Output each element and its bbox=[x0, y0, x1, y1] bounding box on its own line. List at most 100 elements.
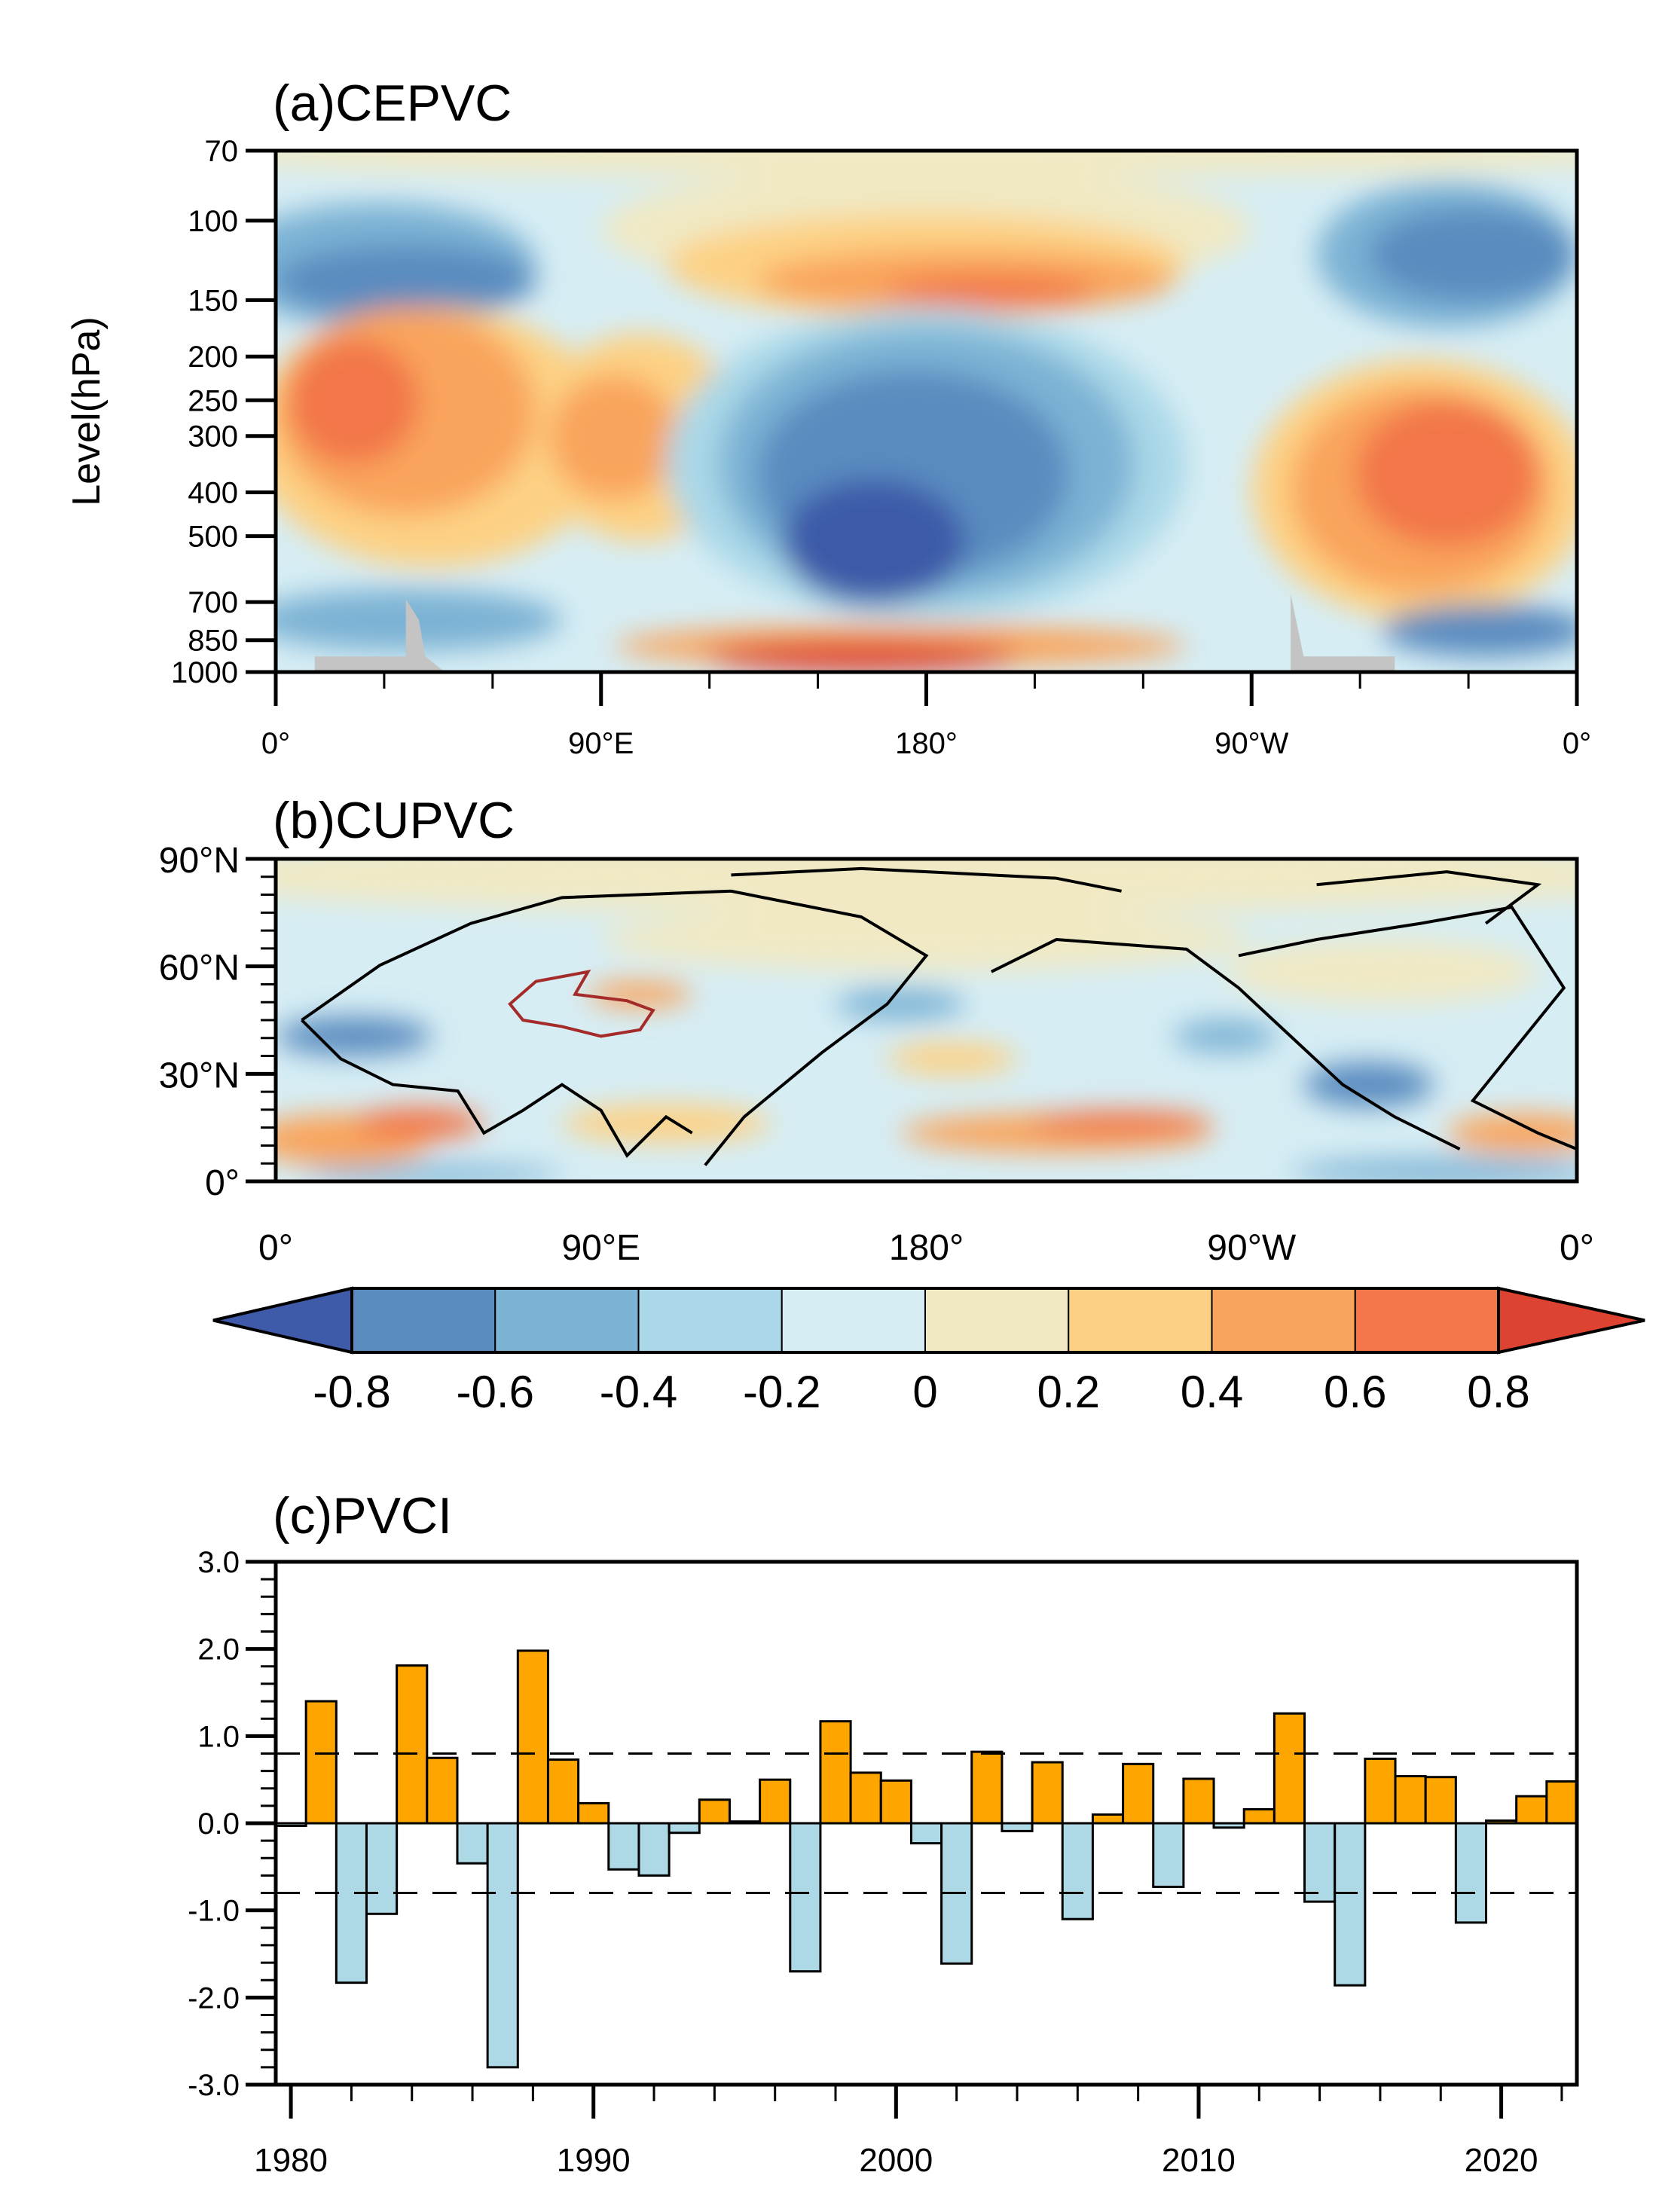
contour-region bbox=[835, 988, 966, 1020]
coastline bbox=[1316, 870, 1542, 925]
panel-b: (b)CUPVC 90°N 60°N 30°N 0° 0° 90°E 180° 90°W 0° bbox=[159, 792, 1594, 1268]
bar-2007 bbox=[1091, 1813, 1125, 1825]
y-tick-label: 250 bbox=[188, 384, 238, 417]
colorbar: -0.8 -0.6 -0.4 -0.2 0 0.2 0.4 0.6 0.8 bbox=[212, 1286, 1645, 1417]
colorbar-segment bbox=[1211, 1288, 1356, 1353]
colorbar-segment bbox=[781, 1288, 926, 1353]
y-tick-label: -3.0 bbox=[188, 2069, 240, 2102]
contour-region bbox=[1030, 1110, 1213, 1137]
y-tick-label: 300 bbox=[188, 420, 238, 454]
contour-region bbox=[1173, 1020, 1278, 1053]
colorbar-segment bbox=[1068, 1288, 1213, 1353]
colorbar-label: -0.8 bbox=[313, 1367, 390, 1417]
bar-1989 bbox=[546, 1758, 580, 1825]
y-tick-label: 3.0 bbox=[197, 1546, 240, 1579]
colorbar-label: -0.6 bbox=[457, 1367, 534, 1417]
contour-region bbox=[289, 338, 419, 464]
bar-2008 bbox=[1122, 1762, 1155, 1825]
colorbar-label: 0.2 bbox=[1037, 1367, 1100, 1417]
topography-mask bbox=[314, 594, 1395, 672]
panel-b-title: (b)CUPVC bbox=[273, 792, 515, 849]
y-tick-label: 850 bbox=[188, 625, 238, 658]
y-tick-label: 30°N bbox=[159, 1056, 240, 1095]
panel-c-title: (c)PVCI bbox=[273, 1487, 452, 1544]
bar-2010 bbox=[1182, 1777, 1215, 1825]
colorbar-segment bbox=[637, 1288, 783, 1353]
bar-1993 bbox=[668, 1822, 701, 1835]
coastline bbox=[990, 937, 1461, 1150]
bar-2012 bbox=[1242, 1807, 1276, 1825]
contour-region bbox=[1381, 604, 1577, 657]
x-tick-label: 180° bbox=[889, 1228, 964, 1268]
bar-2000 bbox=[879, 1779, 912, 1825]
y-tick-label: 150 bbox=[188, 284, 238, 317]
contour-region bbox=[588, 981, 692, 1007]
x-tick-label: 1990 bbox=[557, 2142, 631, 2179]
contour-region bbox=[887, 1042, 1018, 1075]
bar-1981 bbox=[304, 1700, 338, 1825]
colorbar-max-arrow bbox=[1497, 1286, 1645, 1355]
colorbar-label: -0.2 bbox=[743, 1367, 820, 1417]
x-tick-label: 0° bbox=[261, 727, 290, 760]
x-tick-label: 0° bbox=[1560, 1228, 1594, 1268]
bar-1998 bbox=[819, 1720, 852, 1825]
contour-region bbox=[301, 1165, 562, 1181]
contour-region bbox=[276, 244, 536, 318]
bar-2021 bbox=[1515, 1795, 1548, 1825]
bar-2018 bbox=[1424, 1776, 1457, 1825]
y-tick-label: 1000 bbox=[171, 656, 238, 689]
bar-1997 bbox=[789, 1822, 822, 1973]
bar-1991 bbox=[607, 1822, 640, 1871]
panel-c-axes: 3.0 2.0 1.0 0.0 -1.0 -2.0 -3.0 1980 1990 2000 2010… bbox=[188, 1546, 1563, 2179]
bar-1994 bbox=[698, 1798, 731, 1825]
y-tick-label: -1.0 bbox=[188, 1895, 240, 1928]
contour-region bbox=[1355, 401, 1538, 547]
contour-region bbox=[1447, 1114, 1577, 1153]
contour-region bbox=[1291, 1159, 1577, 1181]
bar-1986 bbox=[456, 1822, 489, 1865]
contour-region bbox=[1368, 208, 1577, 302]
y-tick-label: 200 bbox=[188, 341, 238, 374]
contour-region bbox=[276, 151, 1577, 177]
x-tick-label: 1980 bbox=[254, 2142, 328, 2179]
bar-2003 bbox=[970, 1750, 1004, 1825]
colorbar-segment bbox=[494, 1288, 640, 1353]
y-tick-label: 90°N bbox=[159, 841, 240, 881]
x-tick-label: 90°W bbox=[1214, 727, 1288, 760]
bar-2019 bbox=[1454, 1822, 1488, 1924]
bar-1987 bbox=[486, 1822, 519, 2069]
x-tick-label: 2010 bbox=[1162, 2142, 1236, 2179]
y-tick-label: 0.0 bbox=[197, 1807, 240, 1841]
x-tick-label: 180° bbox=[895, 727, 958, 760]
tibetan-plateau-outline bbox=[508, 970, 655, 1038]
bar-1996 bbox=[759, 1778, 792, 1825]
coastline bbox=[1238, 905, 1577, 1151]
y-tick-label: 100 bbox=[188, 205, 238, 238]
colorbar-label: 0.8 bbox=[1467, 1367, 1529, 1417]
x-tick-label: 90°E bbox=[568, 727, 634, 760]
contour-region bbox=[1225, 939, 1538, 1004]
panel-a-title: (a)CEPVC bbox=[273, 75, 512, 132]
contour-blobs bbox=[276, 859, 1577, 1181]
x-tick-label: 2020 bbox=[1465, 2142, 1538, 2179]
contour-region bbox=[276, 1016, 432, 1056]
contour-region bbox=[548, 374, 680, 500]
bar-2016 bbox=[1364, 1757, 1397, 1825]
colorbar-label: -0.4 bbox=[600, 1367, 677, 1417]
contour-region bbox=[887, 276, 1096, 307]
colorbar-segment bbox=[924, 1288, 1070, 1353]
colorbar-label: 0.4 bbox=[1181, 1367, 1243, 1417]
coastline bbox=[301, 1019, 693, 1159]
y-tick-label: 1.0 bbox=[197, 1720, 240, 1753]
colorbar-segment bbox=[351, 1288, 496, 1353]
y-tick-label: 500 bbox=[188, 521, 238, 554]
x-tick-label: 0° bbox=[258, 1228, 293, 1268]
y-tick-label: 0° bbox=[205, 1163, 240, 1203]
bar-2017 bbox=[1394, 1775, 1427, 1825]
bar-2013 bbox=[1273, 1712, 1306, 1825]
colorbar-frame bbox=[350, 1287, 1500, 1354]
bar-2009 bbox=[1152, 1822, 1185, 1888]
contour-region bbox=[704, 640, 1018, 672]
y-tick-label: 400 bbox=[188, 477, 238, 510]
